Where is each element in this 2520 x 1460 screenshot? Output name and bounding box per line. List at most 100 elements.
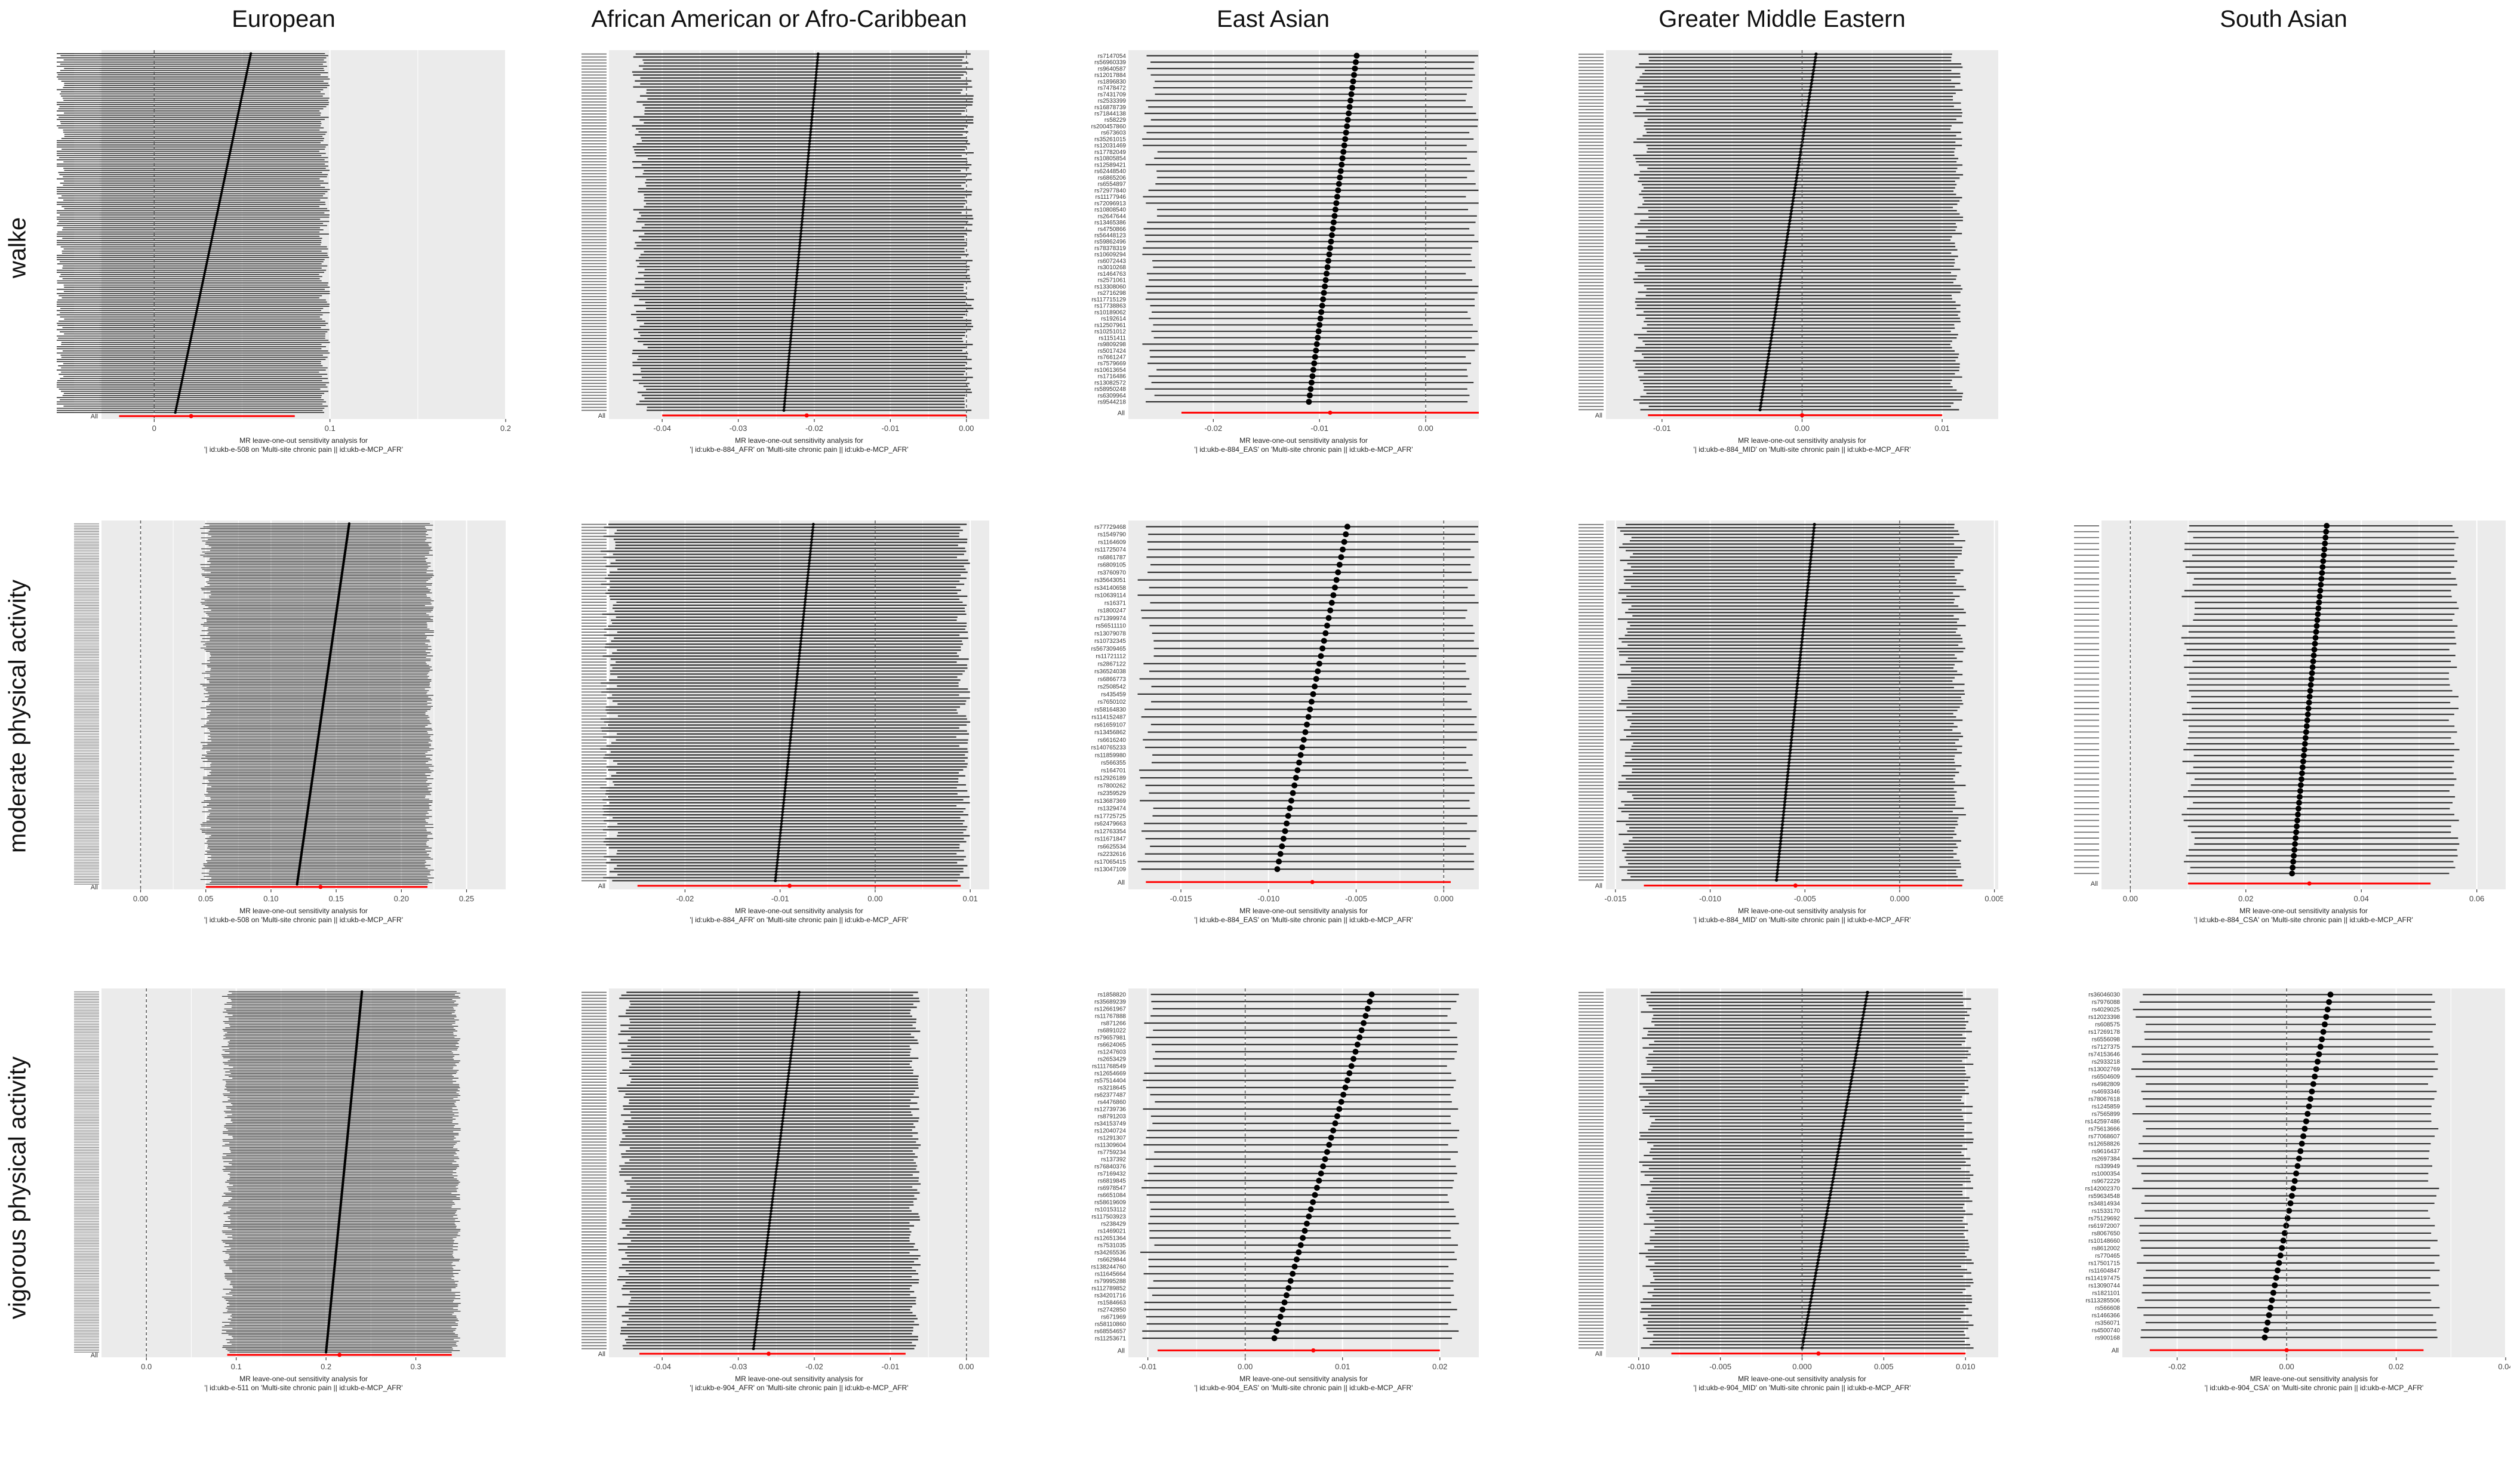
snp-estimate-point <box>199 288 203 291</box>
snp-estimate-point <box>1784 245 1787 248</box>
snp-estimate-point <box>802 612 805 616</box>
x-tick-label: 0.20 <box>394 894 409 903</box>
snp-estimate-point <box>1848 1085 1852 1089</box>
snp-estimate-point <box>786 1080 789 1084</box>
snp-estimate-point <box>801 624 804 628</box>
snp-estimate-point <box>789 337 793 340</box>
snp-estimate-point <box>1332 584 1339 591</box>
snp-estimate-point <box>228 154 231 157</box>
snp-estimate-point <box>796 259 800 263</box>
snp-label: rs35689239 <box>1094 999 1126 1006</box>
snp-estimate-point <box>218 201 221 204</box>
snp-estimate-point <box>1343 130 1349 136</box>
snp-estimate-point <box>1325 615 1332 621</box>
snp-estimate-point <box>208 245 212 248</box>
x-tick-label: 0.00 <box>959 424 974 433</box>
row-title-text: walke <box>4 217 31 279</box>
snp-estimate-point <box>1780 823 1784 827</box>
snp-estimate-point <box>752 1341 756 1344</box>
snp-estimate-point <box>770 1203 774 1207</box>
snp-estimate-point <box>1776 865 1780 869</box>
snp-label: rs2508542 <box>1098 684 1127 691</box>
snp-estimate-point <box>1328 599 1335 606</box>
row-title-text: moderate physical activity <box>4 580 31 853</box>
snp-label: rs9544218 <box>1098 399 1127 406</box>
snp-estimate-point <box>1776 871 1779 876</box>
snp-estimate-point <box>1802 1336 1806 1340</box>
snp-label: rs13002769 <box>2088 1067 2120 1073</box>
snp-estimate-point <box>810 115 814 119</box>
snp-estimate-point <box>1315 668 1321 674</box>
snp-estimate-point <box>792 709 795 712</box>
snp-estimate-point <box>2309 664 2316 670</box>
snp-estimate-point <box>771 1191 775 1195</box>
snp-estimate-point <box>783 402 786 406</box>
snp-estimate-point <box>1761 388 1765 392</box>
snp-estimate-point <box>792 310 795 313</box>
snp-estimate-point <box>1787 757 1791 761</box>
snp-estimate-point <box>756 1311 760 1314</box>
snp-estimate-point <box>806 577 810 580</box>
snp-label: rs7127375 <box>2092 1044 2121 1051</box>
forest-plot-panel: All 0 0.1 0.2 MR leave-one-out sensitivity a… <box>57 48 510 466</box>
snp-label: rs7431709 <box>1098 91 1127 98</box>
snp-estimate-point <box>798 238 802 242</box>
snp-label: rs3010268 <box>1098 264 1127 271</box>
snp-estimate-point <box>775 1164 779 1168</box>
snp-estimate-point <box>1806 584 1810 589</box>
snp-label: rs6865206 <box>1098 175 1127 181</box>
forest-plot-panel: rs36046030 rs7976088 rs4029025 rs12023398 rs… <box>2057 986 2510 1404</box>
snp-estimate-point <box>219 194 223 198</box>
x-tick-label: 0.25 <box>459 894 474 903</box>
snp-estimate-point <box>798 654 801 658</box>
snp-estimate-point <box>786 372 789 376</box>
snp-label: rs12023398 <box>2088 1014 2120 1021</box>
snp-estimate-point <box>232 133 235 136</box>
snp-estimate-point <box>1788 218 1792 223</box>
x-tick-label: -0.02 <box>676 894 694 903</box>
snp-label: rs4476860 <box>1098 1099 1127 1106</box>
snp-estimate-point <box>196 304 199 308</box>
snp-estimate-point <box>244 75 248 79</box>
snp-estimate-point <box>781 807 785 811</box>
snp-estimate-point <box>1793 186 1797 190</box>
snp-estimate-point <box>765 1239 769 1243</box>
snp-estimate-point <box>1862 1010 1866 1014</box>
snp-estimate-point <box>1767 352 1771 356</box>
snp-estimate-point <box>201 284 204 287</box>
snp-estimate-point <box>774 1170 778 1173</box>
snp-estimate-point <box>1322 283 1328 289</box>
snp-estimate-point <box>1831 1179 1835 1184</box>
snp-estimate-point <box>1864 1000 1867 1004</box>
snp-label: rs1858820 <box>1098 992 1127 999</box>
snp-estimate-point <box>1855 1049 1859 1053</box>
snp-estimate-point <box>1759 401 1763 405</box>
snp-estimate-point <box>1813 58 1817 63</box>
snp-estimate-point <box>816 53 820 56</box>
snp-estimate-point <box>1815 1265 1819 1268</box>
snp-estimate-point <box>767 1230 770 1234</box>
snp-estimate-point <box>789 1059 792 1063</box>
forest-plot-svg: All -0.010 -0.005 0.000 0.005 0.010 MR leave-o… <box>1579 988 1998 1392</box>
snp-estimate-point <box>807 562 811 565</box>
snp-estimate-point <box>1777 855 1781 859</box>
snp-estimate-point <box>191 328 195 331</box>
snp-estimate-point <box>786 759 790 763</box>
snp-estimate-point <box>1783 248 1787 252</box>
snp-label: rs17782049 <box>1094 149 1126 156</box>
snp-estimate-point <box>1287 1278 1294 1284</box>
snp-estimate-point <box>783 1104 786 1108</box>
snp-estimate-point <box>1804 1323 1808 1327</box>
snp-label: rs12651364 <box>1094 1236 1126 1242</box>
snp-estimate-point <box>801 208 805 211</box>
snp-estimate-point <box>241 94 244 98</box>
snp-estimate-point <box>808 556 812 559</box>
snp-estimate-point <box>1324 270 1330 277</box>
snp-estimate-point <box>1827 1196 1832 1200</box>
snp-label: rs36046030 <box>2088 992 2120 999</box>
snp-estimate-point <box>1327 245 1333 251</box>
snp-estimate-point <box>780 813 784 817</box>
snp-estimate-point <box>1336 1106 1343 1112</box>
snp-label: rs34153749 <box>1094 1121 1126 1128</box>
snp-estimate-point <box>223 177 226 180</box>
